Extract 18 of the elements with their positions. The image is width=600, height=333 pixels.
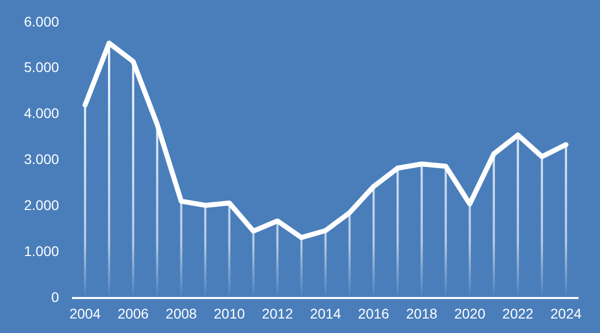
x-tick-label: 2016 <box>358 305 390 322</box>
x-tick-label: 2004 <box>69 305 101 322</box>
y-tick-label: 5.000 <box>24 59 60 76</box>
y-tick-label: 6.000 <box>24 13 60 30</box>
x-tick-label: 2010 <box>214 305 246 322</box>
x-tick-label: 2020 <box>454 305 486 322</box>
x-tick-label: 2006 <box>118 305 149 322</box>
y-tick-label: 2.000 <box>24 197 60 214</box>
y-tick-label: 4.000 <box>24 105 60 122</box>
y-tick-label: 1.000 <box>24 243 60 260</box>
x-tick-label: 2018 <box>406 305 438 322</box>
y-tick-label: 3.000 <box>24 151 60 168</box>
x-tick-label: 2024 <box>550 305 582 322</box>
y-tick-label: 0 <box>51 289 60 306</box>
x-tick-label: 2012 <box>262 305 294 322</box>
x-tick-label: 2014 <box>310 305 342 322</box>
x-tick-label: 2008 <box>166 305 198 322</box>
x-tick-label: 2022 <box>502 305 534 322</box>
